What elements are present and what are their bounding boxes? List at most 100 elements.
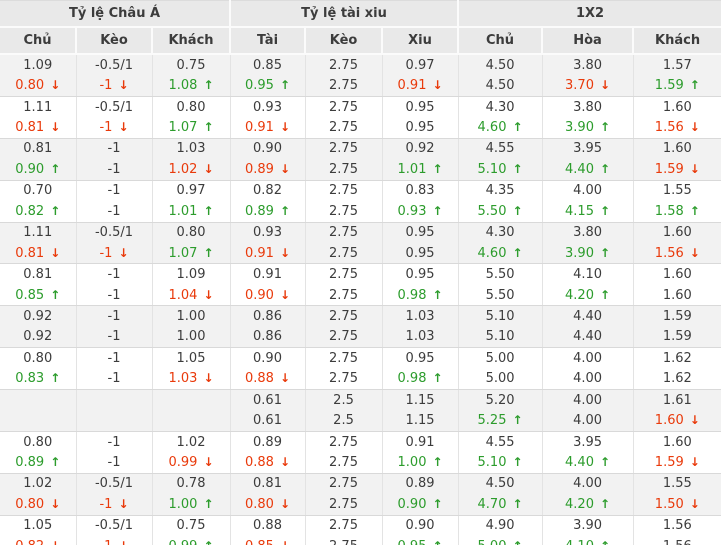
table-row: 1.02 -0.5/1 0.78 0.81 2.75 0.89 4.50 4.00 1.55 <box>0 473 721 495</box>
arrow-up-icon: ↑ <box>512 120 523 135</box>
odds-cell: 0.92 <box>0 305 77 327</box>
odds-cell: 0.97 <box>382 54 459 76</box>
odds-value: 3.90 <box>565 120 594 136</box>
arrow-up-icon: ↑ <box>599 161 611 176</box>
odds-cell: 2.75 <box>305 263 383 285</box>
odds-value: 1.03 <box>405 308 435 324</box>
odds-value: 0.70 <box>23 183 53 199</box>
odds-cell: 2.75 <box>305 452 383 474</box>
odds-value: 1.59 <box>654 161 684 177</box>
odds-cell: 3.80 <box>542 96 634 118</box>
odds-cell: 1.56 <box>633 536 721 545</box>
odds-cell: 0.61 <box>230 389 306 411</box>
odds-cell: 4.40 ↑ <box>542 452 634 474</box>
odds-value: -1 <box>99 78 113 94</box>
odds-value: 2.75 <box>329 57 358 73</box>
odds-value: 1.03 <box>168 371 198 387</box>
arrow-down-icon: ↓ <box>279 120 291 135</box>
odds-cell: 0.91 ↓ <box>230 117 306 139</box>
odds-value: 0.91 <box>245 120 274 136</box>
odds-value: 2.75 <box>329 434 358 450</box>
odds-value: 1.62 <box>662 350 692 366</box>
odds-value: 2.75 <box>329 539 358 545</box>
arrow-up-icon: ↑ <box>432 539 442 545</box>
odds-value: 0.95 <box>245 78 274 94</box>
odds-value: 5.50 <box>485 267 515 283</box>
odds-value: 1.56 <box>663 539 692 545</box>
odds-value: 0.89 <box>405 476 435 492</box>
arrow-up-icon: ↑ <box>689 203 700 218</box>
odds-cell: -1 ↓ <box>76 242 153 265</box>
odds-value: 0.93 <box>253 225 282 241</box>
odds-value: 4.30 <box>485 225 515 241</box>
odds-value: 4.40 <box>573 308 603 324</box>
odds-value: 1.59 <box>662 329 692 345</box>
odds-value: 1.60 <box>662 141 692 157</box>
odds-value: 1.09 <box>23 57 53 73</box>
arrow-down-icon: ↓ <box>118 120 129 135</box>
odds-cell: 4.50 <box>458 75 543 97</box>
odds-value: 4.10 <box>565 539 594 545</box>
odds-value: 1.55 <box>662 183 692 199</box>
odds-value: 0.80 <box>176 99 206 115</box>
odds-cell: 0.90 ↑ <box>0 159 77 181</box>
odds-value: 0.92 <box>23 308 53 324</box>
arrow-down-icon: ↓ <box>203 161 214 176</box>
odds-value: 3.95 <box>573 434 603 450</box>
odds-value: 0.83 <box>15 371 45 387</box>
odds-table-body: 1.09 -0.5/1 0.75 0.85 2.75 0.97 4.50 3.80 1.57 0.… <box>0 54 721 545</box>
odds-value: -1 <box>107 371 121 387</box>
odds-cell: 5.50 <box>458 263 543 285</box>
odds-value: 0.95 <box>405 120 435 136</box>
odds-cell: 0.82 ↓ <box>0 536 77 545</box>
odds-value: 4.00 <box>573 476 603 492</box>
odds-cell: 0.92 <box>0 326 77 349</box>
odds-value: 4.00 <box>573 350 603 366</box>
odds-value: 1.03 <box>176 141 206 157</box>
odds-value: 2.5 <box>333 392 354 408</box>
odds-value: -0.5/1 <box>94 476 134 492</box>
odds-cell: 1.60 <box>633 263 721 285</box>
odds-value: 4.60 <box>477 120 507 136</box>
table-row: 0.80 -1 1.02 0.89 2.75 0.91 4.55 3.95 1.60 <box>0 431 721 453</box>
odds-value: 2.75 <box>329 99 358 115</box>
odds-cell: 4.10 <box>542 263 634 285</box>
odds-cell: 1.60 <box>633 284 721 307</box>
odds-cell: 1.11 <box>0 222 77 243</box>
odds-cell: 0.61 <box>230 410 306 432</box>
odds-value: 2.75 <box>329 183 358 199</box>
odds-value: 5.00 <box>478 539 507 545</box>
odds-cell: 0.90 <box>230 138 306 160</box>
odds-value: 1.01 <box>168 203 198 219</box>
odds-cell: 1.04 ↓ <box>152 284 231 307</box>
table-row: 0.80 ↓ -1 ↓ 1.08 ↑ 0.95 ↑ 2.75 0.91 ↓ 4.50 3.70 ↓ 1.59… <box>0 75 721 97</box>
arrow-up-icon: ↑ <box>279 78 291 93</box>
odds-cell: 1.00 ↑ <box>382 452 459 474</box>
odds-cell: 0.91 <box>230 263 306 285</box>
odds-value: 0.83 <box>405 183 435 199</box>
odds-cell: 0.89 <box>230 431 306 453</box>
odds-cell: 1.59 ↓ <box>633 452 721 474</box>
odds-cell: 4.55 <box>458 138 543 160</box>
odds-value: -0.5/1 <box>94 225 134 241</box>
odds-value: 0.81 <box>15 120 45 136</box>
odds-value: 4.50 <box>485 57 515 73</box>
odds-cell: 1.60 <box>633 431 721 453</box>
odds-value: 0.81 <box>15 245 45 261</box>
odds-cell: 2.75 <box>305 347 383 369</box>
odds-value: 4.20 <box>565 496 594 512</box>
odds-value: 0.91 <box>253 267 282 283</box>
col-header-over: Tài <box>230 26 307 55</box>
odds-cell: 5.10 ↑ <box>458 452 543 474</box>
odds-value: 4.50 <box>485 78 515 94</box>
odds-value: 0.91 <box>245 245 274 261</box>
odds-value: 1.60 <box>662 434 692 450</box>
table-row: 0.92 -1 1.00 0.86 2.75 1.03 5.10 4.40 1.59 <box>0 305 721 327</box>
odds-cell: 4.00 <box>542 347 634 369</box>
odds-value: 0.89 <box>253 434 282 450</box>
odds-value: 2.75 <box>329 78 358 94</box>
odds-cell: -1 <box>76 368 153 390</box>
odds-value: 2.75 <box>329 287 358 303</box>
odds-value: 0.85 <box>245 539 274 545</box>
